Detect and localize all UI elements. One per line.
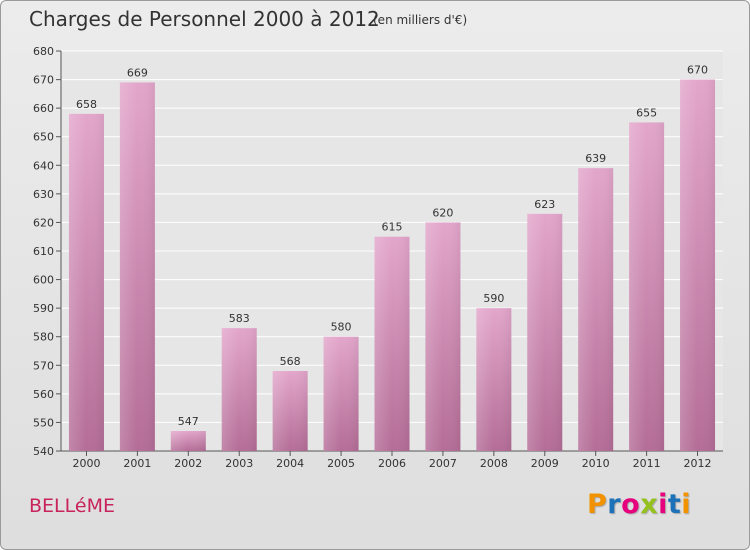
x-tick-label: 2005 [327,457,355,470]
y-tick-label: 610 [33,245,54,258]
x-tick-label: 2002 [174,457,202,470]
y-tick-label: 620 [33,216,54,229]
y-tick-label: 600 [33,274,54,287]
y-tick-label: 650 [33,131,54,144]
y-tick-label: 660 [33,102,54,115]
bar-shine [527,213,563,451]
chart-title: Charges de Personnel 2000 à 2012 [29,7,380,31]
logo-letter: o [621,489,641,520]
bar-shine [476,308,512,451]
data-label: 623 [534,198,555,211]
data-label: 670 [687,64,708,77]
x-tick-label: 2006 [378,457,406,470]
x-tick-label: 2012 [684,457,712,470]
data-label: 580 [331,321,352,334]
logo-letter: i [658,489,668,520]
y-tick-label: 630 [33,188,54,201]
y-tick-label: 550 [33,416,54,429]
proxiti-logo[interactable]: Proxiti [587,489,691,520]
data-label: 568 [280,355,301,368]
data-label: 547 [178,415,199,428]
data-label: 658 [76,98,97,111]
y-tick-label: 640 [33,159,54,172]
data-label: 669 [127,66,148,79]
data-label: 639 [585,152,606,165]
y-tick-label: 570 [33,359,54,372]
y-tick-label: 540 [33,445,54,458]
x-tick-label: 2007 [429,457,457,470]
logo-letter: P [587,489,608,520]
data-label: 655 [636,106,657,119]
data-label: 590 [483,292,504,305]
x-tick-label: 2000 [72,457,100,470]
x-tick-label: 2010 [582,457,610,470]
bar-shine [578,168,614,451]
logo-letter: i [681,489,692,520]
logo-letter: t [667,489,682,520]
x-tick-label: 2009 [531,457,559,470]
y-tick-label: 590 [33,302,54,315]
commune-name: BELLéME [29,495,115,517]
bar-shine [221,328,257,451]
x-tick-label: 2003 [225,457,253,470]
bar-shine [170,431,206,451]
bar-shine [629,122,665,451]
bar-shine [68,113,104,451]
x-tick-label: 2011 [633,457,661,470]
bar-shine [323,336,359,451]
bar-shine [425,222,461,451]
data-label: 620 [432,206,453,219]
y-tick-label: 580 [33,331,54,344]
chart-subtitle: (en milliers d'€) [373,13,468,27]
bar-shine [374,236,410,451]
data-label: 583 [229,312,250,325]
x-tick-label: 2001 [123,457,151,470]
y-tick-label: 560 [33,388,54,401]
bar-shine [680,79,716,452]
logo-letter: r [607,489,622,520]
data-label: 615 [382,221,403,234]
x-tick-label: 2008 [480,457,508,470]
x-tick-label: 2004 [276,457,304,470]
y-tick-label: 680 [33,45,54,58]
bar-shine [119,82,155,451]
logo-letter: x [640,489,659,520]
y-tick-label: 670 [33,74,54,87]
bar-shine [272,371,308,451]
